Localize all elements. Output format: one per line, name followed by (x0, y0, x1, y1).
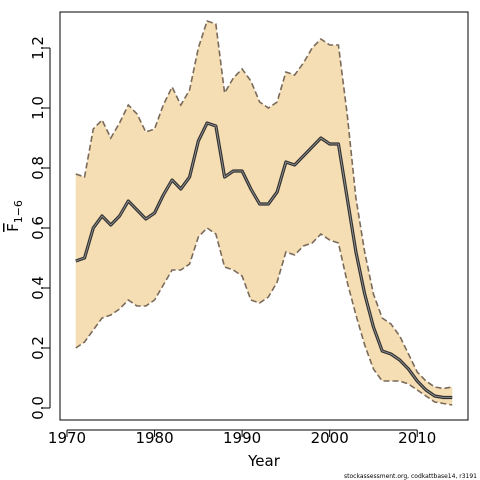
y-tick-label: 0.0 (29, 396, 47, 420)
plot-content (75, 19, 453, 406)
y-axis-title-subscript: 1−6 (12, 200, 25, 223)
y-tick-label: 0.4 (29, 276, 47, 300)
x-axis: 1970 1980 1990 2000 2010 (48, 429, 436, 447)
svg-text:F1−6: F1−6 (4, 200, 25, 232)
y-axis-title-main: F (4, 223, 22, 232)
y-tick-label: 0.6 (29, 216, 47, 240)
x-tick-label: 2000 (311, 429, 349, 447)
y-tick-label: 0.2 (29, 336, 47, 360)
x-tick-label: 2010 (398, 429, 436, 447)
confidence-band (75, 21, 453, 405)
y-axis: 0.0 0.2 0.4 0.6 0.8 1.0 1.2 (29, 36, 51, 420)
estimate-line-inner (75, 122, 453, 398)
y-tick-label: 0.8 (29, 156, 47, 180)
x-tick-label: 1970 (48, 429, 86, 447)
x-tick-label: 1990 (223, 429, 261, 447)
credit-text: stockassessment.org, codkattbase14, r319… (344, 473, 477, 480)
y-tick-label: 1.2 (29, 36, 47, 60)
x-axis-title: Year (247, 452, 281, 470)
lower-bound-line (75, 226, 453, 406)
upper-bound-line (75, 19, 453, 390)
y-tick-label: 1.0 (29, 96, 47, 120)
plot-frame (59, 11, 469, 421)
y-axis-title: F1−6 (4, 200, 25, 232)
x-tick-label: 1980 (135, 429, 173, 447)
